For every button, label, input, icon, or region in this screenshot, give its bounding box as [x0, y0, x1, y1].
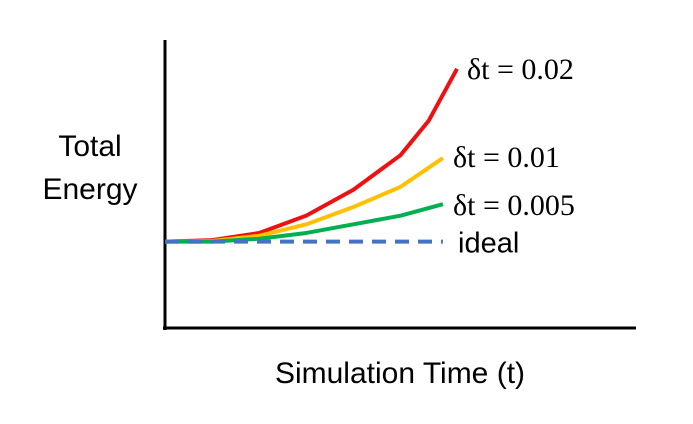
legend-label: δt = 0.02: [467, 53, 574, 86]
series-line: [164, 67, 459, 244]
x-axis-label: Simulation Time (t): [275, 357, 525, 390]
legend-label: δt = 0.01: [453, 141, 560, 174]
legend-label: δt = 0.005: [453, 189, 575, 222]
legend-label: ideal: [458, 228, 519, 260]
series-line: [164, 156, 445, 244]
y-axis-label: Total Energy: [42, 130, 138, 206]
